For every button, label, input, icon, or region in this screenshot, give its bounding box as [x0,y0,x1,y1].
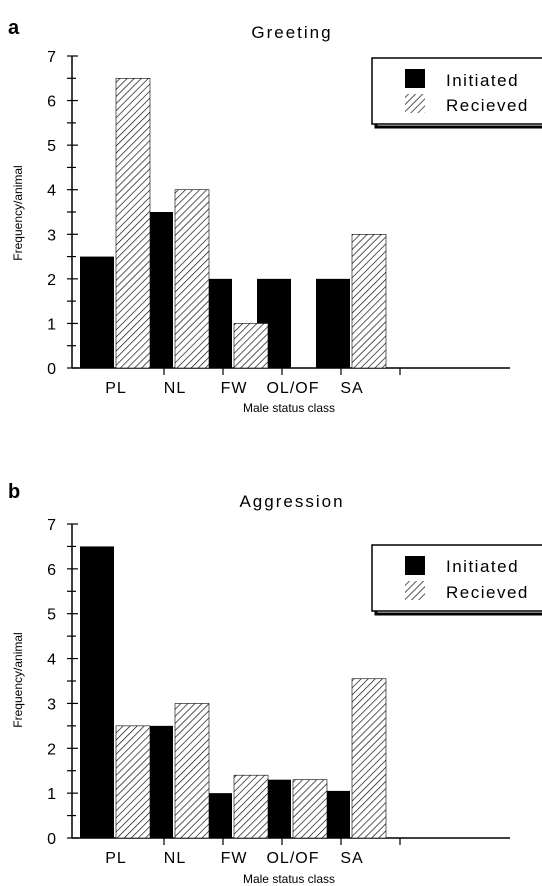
y-tick-label: 0 [47,361,56,378]
x-tick-label: SA [340,850,363,867]
y-tick-label: 7 [47,517,56,534]
bar-recieved-pl [115,77,151,369]
y-tick-label: 3 [47,696,56,713]
x-tick-label: PL [105,380,127,397]
y-tick-label: 1 [47,316,56,333]
chart-title: Greeting [251,23,332,42]
legend-label-initiated: Initiated [446,557,519,576]
bar-initiated-pl [80,256,114,368]
y-tick-label: 6 [47,94,56,111]
x-tick-label: PL [105,850,127,867]
legend: Initiated Recieved [371,57,542,129]
y-tick-label: 2 [47,272,56,289]
x-tick-label: NL [164,380,186,397]
bar-recieved-sa [351,678,387,839]
bar-recieved-fw [233,323,269,369]
y-tick-label: 4 [47,652,56,669]
x-axis-label: Male status class [243,872,335,886]
x-tick-label: OL/OF [266,850,319,867]
legend-box [371,544,542,612]
bar-recieved-nl [174,703,210,839]
x-tick-label: FW [221,380,248,397]
y-tick-label: 7 [47,49,56,66]
legend-swatch-initiated [405,69,425,88]
y-tick-label: 0 [47,831,56,848]
chart-panel-aggression: b Aggression Frequency/animal Male statu… [8,481,542,886]
panel-label: b [8,481,20,503]
bars [80,77,387,369]
y-tick-label: 2 [47,741,56,758]
y-tick-label: 5 [47,607,56,624]
y-tick-label: 4 [47,183,56,200]
x-axis-label: Male status class [243,401,335,415]
bar-recieved-nl [174,189,210,369]
x-tick-label: NL [164,850,186,867]
bar-recieved-ol-of [292,779,328,839]
legend-label-initiated: Initiated [446,71,519,90]
legend-box [371,57,542,125]
bar-initiated-pl [80,546,114,838]
legend-swatch-recieved [405,94,425,113]
y-axis-label: Frequency/animal [11,165,25,260]
x-tick-label: OL/OF [266,380,319,397]
legend-label-recieved: Recieved [446,96,529,115]
chart-panel-greeting: a Greeting Frequency/animal Male status … [8,17,542,415]
x-tick-label: FW [221,850,248,867]
y-axis-label: Frequency/animal [11,632,25,727]
y-tick-label: 1 [47,786,56,803]
legend-swatch-recieved [405,581,425,600]
y-tick-label: 6 [47,562,56,579]
y-tick-label: 3 [47,227,56,244]
legend: Initiated Recieved [371,544,542,616]
panel-label: a [8,17,20,39]
legend-label-recieved: Recieved [446,583,529,602]
bar-initiated-sa [316,278,350,368]
bars [80,546,387,839]
bar-recieved-fw [233,774,269,839]
legend-shadow [374,124,542,129]
y-tick-label: 5 [47,138,56,155]
legend-swatch-initiated [405,556,425,575]
x-tick-label: SA [340,380,363,397]
chart-title: Aggression [239,492,344,511]
bar-recieved-sa [351,233,387,369]
legend-shadow [374,611,542,616]
bar-recieved-pl [115,725,151,839]
